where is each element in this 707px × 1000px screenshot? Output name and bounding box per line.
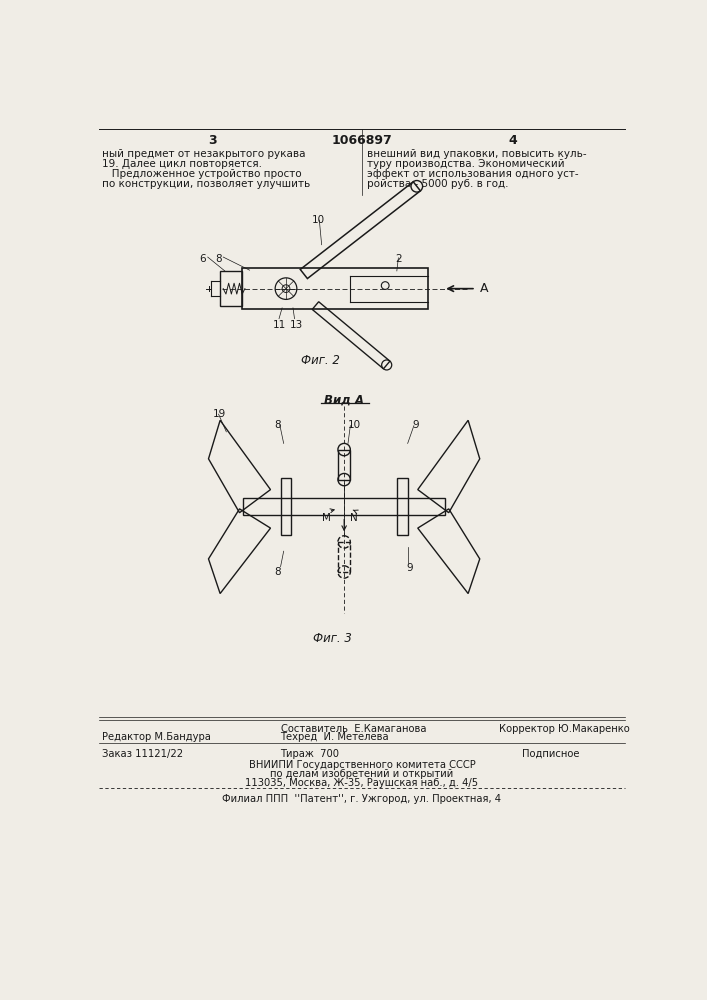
Text: 9: 9 (412, 420, 419, 430)
Text: по конструкции, позволяет улучшить: по конструкции, позволяет улучшить (103, 179, 310, 189)
Text: Техред  И. Метелева: Техред И. Метелева (281, 732, 389, 742)
Text: 1066897: 1066897 (332, 134, 392, 147)
Text: 3: 3 (208, 134, 216, 147)
Text: Фиг. 2: Фиг. 2 (301, 354, 340, 367)
Bar (338, 542, 351, 572)
Text: Тираж  700: Тираж 700 (281, 749, 339, 759)
Text: по делам изобретений и открытий: по делам изобретений и открытий (270, 769, 454, 779)
Text: Фиг. 3: Фиг. 3 (313, 632, 352, 645)
Text: 19: 19 (212, 409, 226, 419)
Text: 8: 8 (216, 254, 222, 264)
Text: 113035, Москва, Ж-35, Раушская наб., д. 4/5: 113035, Москва, Ж-35, Раушская наб., д. … (245, 778, 479, 788)
Text: 19. Далее цикл повторяется.: 19. Далее цикл повторяется. (103, 159, 262, 169)
Text: Составитель  Е.Камаганова: Составитель Е.Камаганова (281, 724, 426, 734)
Text: 4: 4 (509, 134, 518, 147)
Text: 2: 2 (395, 254, 402, 264)
Text: 13: 13 (290, 320, 303, 330)
Text: эффект от использования одного уст-: эффект от использования одного уст- (368, 169, 579, 179)
Text: туру производства. Экономический: туру производства. Экономический (368, 159, 565, 169)
Text: ный предмет от незакрытого рукава: ный предмет от незакрытого рукава (103, 149, 306, 159)
Text: Заказ 11121/22: Заказ 11121/22 (103, 749, 183, 759)
Bar (397, 478, 408, 535)
Text: Вид А: Вид А (324, 393, 364, 406)
Text: А: А (480, 282, 489, 295)
Bar (243, 498, 445, 515)
Text: ройства - 5000 руб. в год.: ройства - 5000 руб. в год. (368, 179, 509, 189)
Bar (281, 478, 291, 535)
Text: N: N (351, 513, 358, 523)
Text: 11: 11 (273, 320, 286, 330)
Text: Филиал ППП  ''Патент'', г. Ужгород, ул. Проектная, 4: Филиал ППП ''Патент'', г. Ужгород, ул. П… (223, 794, 501, 804)
Text: Корректор Ю.Макаренко: Корректор Ю.Макаренко (499, 724, 630, 734)
Text: Предложенное устройство просто: Предложенное устройство просто (103, 169, 302, 179)
Text: Редактор М.Бандура: Редактор М.Бандура (103, 732, 211, 742)
Text: 9: 9 (406, 563, 413, 573)
Text: 10: 10 (348, 420, 361, 430)
Text: 10: 10 (312, 215, 325, 225)
Bar (338, 450, 351, 480)
Text: 8: 8 (274, 567, 281, 577)
Text: 6: 6 (199, 254, 206, 264)
Text: ВНИИПИ Государственного комитета СССР: ВНИИПИ Государственного комитета СССР (249, 760, 475, 770)
Text: Подписное: Подписное (522, 749, 580, 759)
Text: 8: 8 (274, 420, 281, 430)
Text: M: M (322, 513, 332, 523)
Text: внешний вид упаковки, повысить куль-: внешний вид упаковки, повысить куль- (368, 149, 587, 159)
